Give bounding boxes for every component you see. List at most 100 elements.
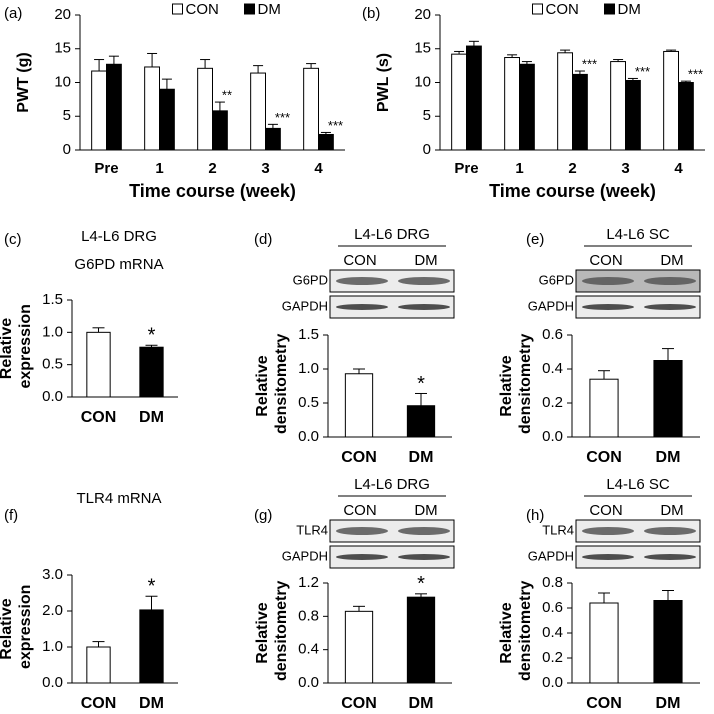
y-axis-title: Relative densitometry: [254, 333, 290, 438]
y-axis-title: Relative densitometry: [498, 580, 534, 685]
bar: [572, 73, 588, 151]
y-tick-label: 0.4: [542, 624, 563, 641]
legend-label: DM: [258, 1, 281, 18]
x-tick-label: CON: [341, 695, 377, 712]
y-tick-label: 1.2: [298, 574, 319, 591]
significance: **: [222, 88, 232, 103]
lane-label: DM: [414, 252, 437, 269]
panel-label: (a): [4, 5, 22, 22]
blot-title: L4-L6 SC: [606, 226, 670, 243]
panel-title: L4-L6 DRG: [81, 228, 157, 245]
bar: [344, 373, 374, 438]
x-tick-label: 1: [155, 160, 163, 177]
bar: [451, 53, 468, 151]
x-tick-label: CON: [586, 695, 622, 712]
significance: ***: [688, 67, 703, 82]
significance: *: [417, 573, 425, 595]
blot-row-label: TLR4: [296, 522, 328, 537]
bar: [318, 133, 334, 151]
legend-swatch: [244, 3, 255, 15]
blot-band: [644, 554, 696, 560]
legend-swatch: [172, 3, 183, 15]
y-tick-label: 1.5: [42, 291, 63, 308]
x-tick-label: DM: [409, 449, 434, 466]
bar: [86, 646, 111, 684]
x-tick-label: 4: [314, 160, 323, 177]
blot-band: [644, 277, 696, 285]
y-tick-label: 0.8: [542, 574, 563, 591]
y-tick-label: 0: [63, 141, 71, 158]
significance: ***: [275, 110, 290, 125]
y-tick-label: 20: [54, 6, 71, 23]
y-tick-label: 0.0: [298, 428, 319, 445]
y-tick-label: 0.0: [542, 428, 563, 445]
bar: [557, 52, 573, 151]
y-axis-title: Relative densitometry: [254, 580, 290, 685]
bar: [139, 609, 164, 684]
blot-band: [398, 304, 450, 310]
x-tick-label: DM: [656, 695, 681, 712]
blot-frame: [575, 269, 701, 293]
y-tick-label: 0.5: [298, 394, 319, 411]
blot-band: [398, 277, 450, 285]
bar: [610, 61, 626, 151]
significance: *: [148, 325, 156, 347]
blot-band: [398, 527, 450, 535]
panel-label: (h): [526, 507, 544, 524]
y-tick-label: 5: [423, 107, 431, 124]
panel-label: (c): [4, 231, 22, 248]
panel-label: (f): [4, 507, 18, 524]
blot-row-label: GAPDH: [528, 298, 574, 313]
blot-band: [644, 527, 696, 535]
significance: ***: [582, 56, 597, 71]
y-tick-label: 0.8: [298, 607, 319, 624]
y-tick-label: 1.0: [42, 323, 63, 340]
x-tick-label: CON: [81, 695, 117, 712]
y-tick-label: 15: [414, 40, 431, 57]
x-tick-label: 2: [208, 160, 216, 177]
blot-band: [336, 304, 388, 310]
bar: [344, 610, 374, 684]
blot-frame: [329, 295, 455, 319]
y-axis-title: Relative expression: [0, 304, 34, 393]
bar: [653, 360, 683, 438]
lane-label: CON: [589, 502, 622, 519]
panel-label: (b): [362, 5, 380, 22]
panel-label: (g): [254, 507, 272, 524]
blot-band: [582, 554, 634, 560]
y-axis-title: PWL (s): [375, 53, 392, 112]
blot-band: [582, 527, 634, 535]
blot-band: [398, 554, 450, 560]
bar: [678, 82, 694, 151]
lane-label: DM: [660, 502, 683, 519]
x-tick-label: Pre: [454, 160, 478, 177]
blot-frame: [329, 269, 455, 293]
blot-frame: [575, 545, 701, 569]
blot-frame: [329, 519, 455, 543]
blot-row-label: GAPDH: [528, 548, 574, 563]
bar: [653, 600, 683, 684]
y-tick-label: 1.0: [298, 360, 319, 377]
lane-label: DM: [660, 252, 683, 269]
x-tick-label: DM: [409, 695, 434, 712]
bar: [406, 596, 436, 684]
x-axis-title: Time course (week): [129, 181, 296, 201]
bar: [91, 70, 108, 151]
significance: ***: [328, 118, 343, 133]
y-tick-label: 0.6: [542, 326, 563, 343]
y-tick-label: 0.0: [542, 674, 563, 691]
blot-band: [336, 554, 388, 560]
y-axis-title: Relative densitometry: [498, 333, 534, 438]
y-tick-label: 0.2: [542, 394, 563, 411]
x-tick-label: DM: [139, 695, 164, 712]
y-tick-label: 0.0: [298, 674, 319, 691]
blot-band: [582, 304, 634, 310]
y-tick-label: 0.5: [42, 356, 63, 373]
blot-title: L4-L6 DRG: [354, 476, 430, 493]
lane-label: CON: [343, 502, 376, 519]
x-tick-label: CON: [341, 449, 377, 466]
bar: [197, 67, 214, 151]
lane-label: DM: [414, 502, 437, 519]
bar: [466, 45, 482, 151]
